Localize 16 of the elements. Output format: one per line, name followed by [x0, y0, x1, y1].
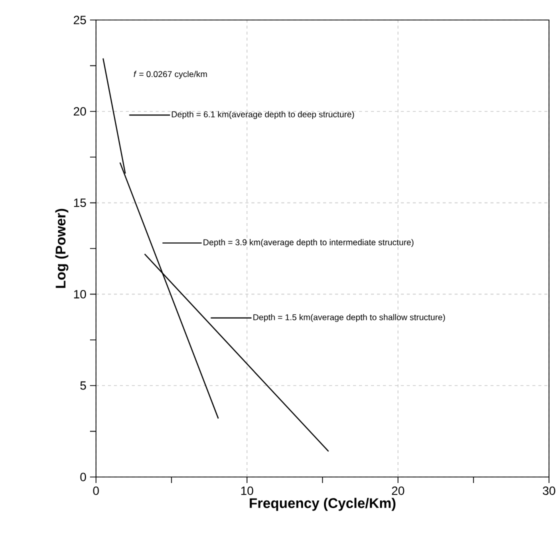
y-axis-title: Log (Power) — [55, 208, 68, 288]
y-tick-label: 10 — [74, 290, 86, 298]
series-label: Depth = 6.1 km(average depth to deep structure) — [172, 111, 354, 119]
y-tick-label: 25 — [74, 16, 86, 24]
x-tick-label: 10 — [241, 486, 254, 495]
x-tick-label: 0 — [93, 486, 99, 495]
y-tick-label: 5 — [80, 381, 86, 390]
y-tick-label: 20 — [74, 107, 86, 116]
y-tick-label: 15 — [74, 198, 86, 207]
x-tick-label: 20 — [392, 486, 404, 495]
x-tick-label: 30 — [542, 486, 556, 495]
series-label: Depth = 1.5 km(average depth to shallow structure) — [253, 314, 445, 322]
series-label: Depth = 3.9 km(average depth to intermediate structure) — [204, 239, 414, 247]
x-axis-title: Frequency (Cycle/Km) — [250, 498, 396, 511]
annotation: f = 0.0267 cycle/km — [134, 70, 207, 79]
y-tick-label: 0 — [80, 472, 86, 482]
